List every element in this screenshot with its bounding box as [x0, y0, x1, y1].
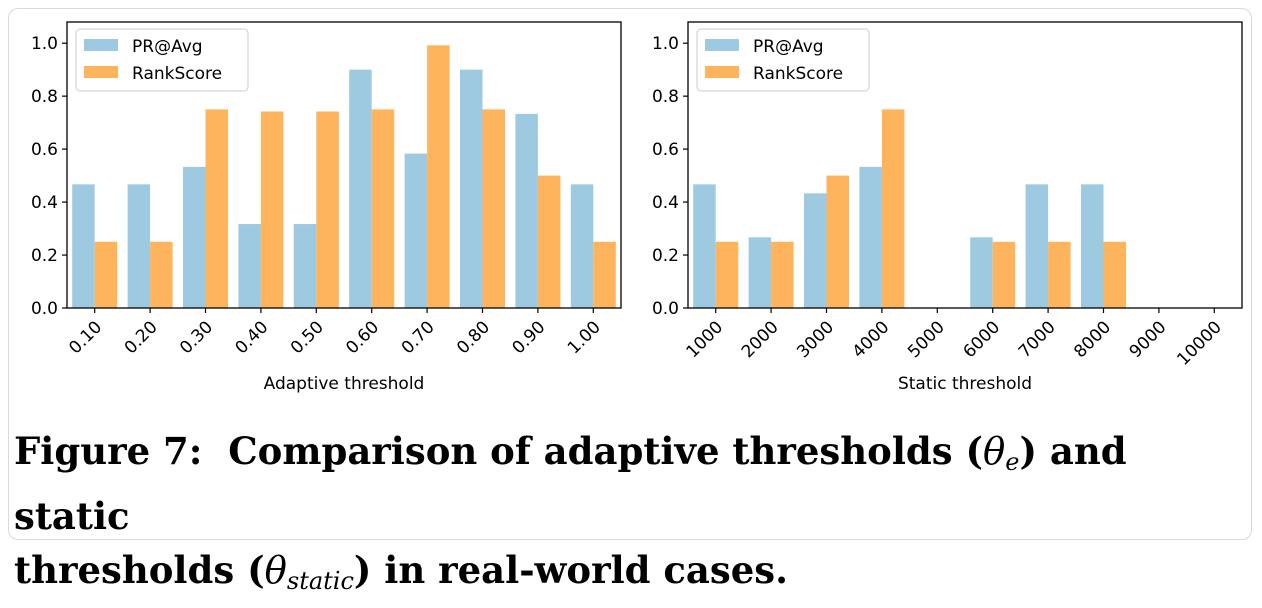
theta-e-subscript: e [1005, 448, 1020, 476]
plot-frame [66, 21, 622, 309]
bar-pr-avg-1.00 [570, 184, 594, 308]
bar-rankscore-0.40 [260, 111, 284, 308]
y-tick-label: 0.4 [652, 193, 679, 213]
x-axis-label: Static threshold [898, 374, 1032, 394]
x-tick-label: 0.80 [453, 317, 494, 358]
x-tick-label: 4000 [849, 317, 894, 362]
caption-label: Figure 7: [14, 429, 203, 473]
bar-rankscore-0.30 [205, 109, 228, 308]
x-tick-label: 0.90 [509, 317, 550, 358]
caption-text-2: ) and static [14, 429, 1127, 538]
y-tick-label: 0.6 [31, 140, 58, 160]
legend-swatch-rankscore [705, 66, 739, 78]
x-tick-label: 1.00 [564, 317, 605, 358]
x-tick-label: 5000 [904, 317, 949, 362]
legend-swatch-pr-avg [84, 39, 118, 51]
y-tick-label: 0.2 [31, 246, 58, 266]
x-tick-label: 1000 [683, 317, 728, 362]
x-tick-label: 0.60 [342, 317, 383, 358]
x-tick-label: 8000 [1070, 317, 1115, 362]
legend-box [75, 28, 249, 92]
bar-rankscore-0.60 [371, 109, 395, 308]
bar-rankscore-3000 [826, 175, 849, 308]
x-tick-label: 2000 [738, 317, 783, 362]
y-tick-label: 1.0 [652, 34, 679, 54]
x-tick-label: 6000 [960, 317, 1005, 362]
bar-rankscore-0.70 [427, 45, 450, 308]
bar-pr-avg-0.70 [404, 153, 428, 308]
theta-static-subscript: static [286, 567, 354, 595]
y-tick-label: 0.8 [652, 87, 679, 107]
caption-text-3: thresholds ( [14, 548, 265, 592]
bar-rankscore-2000 [771, 241, 794, 308]
bar-pr-avg-6000 [970, 237, 993, 308]
y-tick-label: 0.6 [652, 140, 679, 160]
bar-pr-avg-0.40 [238, 224, 261, 308]
y-tick-label: 0.0 [31, 299, 58, 319]
x-tick-label: 9000 [1126, 317, 1171, 362]
bar-rankscore-0.20 [150, 241, 173, 308]
legend-label-pr-avg: PR@Avg [753, 37, 824, 57]
bar-rankscore-6000 [992, 241, 1016, 308]
bar-rankscore-0.10 [94, 241, 118, 308]
bar-rankscore-0.80 [482, 109, 505, 308]
bar-rankscore-7000 [1048, 241, 1071, 308]
legend-label-rankscore: RankScore [753, 64, 843, 84]
legend-label-pr-avg: PR@Avg [132, 37, 203, 57]
bar-pr-avg-0.90 [515, 113, 538, 308]
x-tick-label: 3000 [793, 317, 838, 362]
x-tick-label: 0.70 [398, 317, 439, 358]
bar-pr-avg-0.60 [349, 69, 372, 309]
theta-static-symbol: θ [264, 549, 287, 592]
caption-text-4: ) in real-world cases. [353, 548, 788, 592]
bar-pr-avg-8000 [1081, 184, 1104, 308]
bar-pr-avg-0.50 [293, 224, 317, 308]
bar-pr-avg-0.20 [127, 184, 151, 308]
bar-pr-avg-0.30 [183, 166, 206, 308]
y-tick-label: 0.2 [652, 246, 679, 266]
x-tick-label: 10000 [1173, 317, 1225, 369]
bar-pr-avg-3000 [804, 193, 827, 308]
bar-pr-avg-4000 [859, 166, 882, 308]
x-tick-label: 7000 [1015, 317, 1060, 362]
static-threshold-chart: 0.0 0.2 0.4 0.6 0.8 1.0 1000 2000 3000 4000 5000 60… [652, 21, 1243, 394]
x-tick-label: 0.40 [232, 317, 273, 358]
x-tick-label: 0.20 [121, 317, 162, 358]
bar-pr-avg-0.10 [72, 184, 95, 308]
legend-box [696, 28, 870, 92]
y-tick-label: 0.8 [31, 87, 58, 107]
x-axis-label: Adaptive threshold [264, 374, 425, 394]
figure-caption: Figure 7: Comparison of adaptive thresho… [14, 424, 1250, 608]
bar-rankscore-1000 [715, 241, 739, 308]
caption-text-1: Comparison of adaptive thresholds ( [228, 429, 983, 473]
bar-pr-avg-0.80 [460, 69, 483, 309]
bar-rankscore-0.90 [537, 175, 561, 308]
bar-rankscore-4000 [881, 109, 905, 308]
bar-pr-avg-1000 [693, 184, 716, 308]
y-tick-label: 1.0 [31, 34, 58, 54]
y-tick-label: 0.0 [652, 299, 679, 319]
x-tick-label: 0.30 [176, 317, 217, 358]
y-tick-label: 0.4 [31, 193, 58, 213]
x-tick-label: 0.50 [287, 317, 328, 358]
adaptive-threshold-chart: 0.0 0.2 0.4 0.6 0.8 1.0 0.10 0.20 0.30 0.40 0.50 0.… [31, 21, 622, 394]
bar-pr-avg-2000 [748, 237, 772, 308]
bar-pr-avg-7000 [1025, 184, 1049, 308]
legend-label-rankscore: RankScore [132, 64, 222, 84]
theta-e-symbol: θ [982, 430, 1006, 473]
legend-swatch-pr-avg [705, 39, 739, 51]
legend-swatch-rankscore [84, 66, 118, 78]
bar-rankscore-0.50 [316, 111, 339, 308]
bar-rankscore-1.00 [593, 241, 616, 308]
bar-rankscore-8000 [1103, 241, 1126, 308]
plot-frame [687, 21, 1243, 309]
x-tick-label: 0.10 [65, 317, 106, 358]
